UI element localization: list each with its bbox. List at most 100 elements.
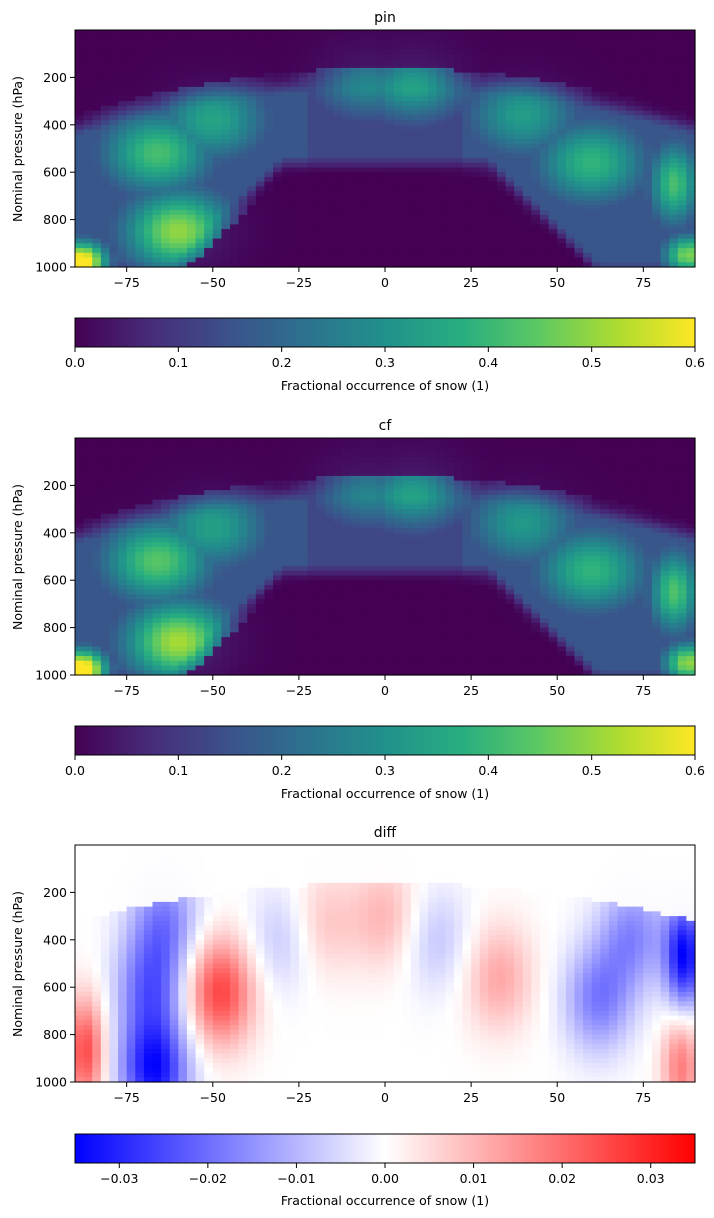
heatmap-cell (161, 105, 171, 112)
heatmap-cell (307, 167, 317, 173)
heatmap-cell (428, 105, 438, 112)
heatmap-cell (651, 129, 662, 135)
heatmap-cell (273, 523, 283, 529)
heatmap-cell (316, 480, 326, 486)
heatmap-cell (471, 86, 481, 93)
heatmap-cell (195, 191, 205, 197)
heatmap-cell (514, 105, 524, 112)
heatmap-cell (247, 509, 257, 515)
heatmap-cell (428, 200, 438, 206)
heatmap-cell (600, 195, 610, 202)
heatmap-cell (393, 172, 403, 178)
heatmap-cell (660, 262, 670, 268)
heatmap-cell (75, 238, 85, 244)
heatmap-cell (255, 224, 266, 230)
heatmap-cell (273, 134, 283, 140)
heatmap-cell (126, 96, 136, 102)
heatmap-cell (634, 195, 644, 202)
heatmap-cell (436, 96, 446, 102)
heatmap-cell (548, 39, 558, 45)
heatmap-cell (212, 523, 222, 529)
heatmap-cell (651, 58, 662, 64)
heatmap-cell (186, 504, 197, 510)
heatmap-cell (350, 82, 360, 88)
heatmap-cell (669, 58, 679, 64)
heatmap-cell (367, 214, 377, 221)
heatmap-cell (290, 91, 300, 97)
heatmap-cell (281, 257, 291, 263)
heatmap-cell (298, 105, 309, 112)
heatmap-cell (600, 96, 610, 102)
heatmap-cell (600, 139, 610, 145)
heatmap-cell (488, 490, 498, 496)
heatmap-cell (669, 475, 679, 482)
heatmap-cell (410, 238, 421, 244)
heatmap-cell (221, 63, 231, 69)
heatmap-cell (281, 34, 291, 41)
heatmap-cell (367, 466, 377, 472)
heatmap-cell (341, 262, 352, 268)
heatmap-cell (118, 105, 128, 112)
heatmap-cell (83, 248, 93, 254)
heatmap-cell (643, 96, 653, 102)
heatmap-cell (608, 148, 619, 154)
heatmap-cell (281, 82, 291, 88)
heatmap-cell (152, 471, 162, 477)
heatmap-cell (479, 162, 489, 169)
heatmap-cell (505, 153, 515, 159)
heatmap-cell (531, 148, 541, 154)
heatmap-cell (264, 129, 274, 135)
heatmap-cell (359, 77, 369, 83)
heatmap-cell (118, 30, 128, 36)
heatmap-cell (341, 504, 352, 510)
heatmap-cell (195, 480, 205, 486)
heatmap-cell (350, 110, 360, 116)
heatmap-cell (367, 67, 377, 74)
heatmap-cell (574, 86, 584, 93)
heatmap-cell (109, 456, 119, 463)
heatmap-cell (212, 181, 222, 188)
heatmap-cell (281, 243, 291, 249)
heatmap-cell (669, 447, 679, 453)
heatmap-cell (230, 452, 240, 458)
heatmap-cell (479, 513, 489, 520)
heatmap-cell (565, 186, 576, 192)
heatmap-cell (350, 442, 360, 449)
heatmap-cell (626, 148, 636, 154)
heatmap-cell (204, 447, 214, 453)
heatmap-cell (186, 252, 197, 259)
heatmap-cell (496, 490, 507, 496)
heatmap-cell (333, 30, 343, 36)
heatmap-cell (290, 523, 300, 529)
heatmap-cell (143, 77, 154, 83)
heatmap-cell (264, 248, 274, 254)
heatmap-cell (462, 490, 472, 496)
heatmap-cell (617, 48, 627, 55)
heatmap-cell (488, 438, 498, 444)
heatmap-cell (333, 229, 343, 235)
heatmap-cell (522, 157, 532, 164)
heatmap-cell (341, 523, 352, 529)
heatmap-cell (92, 77, 102, 83)
heatmap-cell (333, 129, 343, 135)
heatmap-cell (307, 86, 317, 93)
heatmap-cell (428, 219, 438, 225)
heatmap-cell (376, 452, 386, 458)
heatmap-cell (522, 181, 532, 188)
heatmap-cell (161, 134, 171, 140)
heatmap-cell (686, 238, 696, 244)
heatmap-cell (100, 447, 111, 453)
heatmap-cell (540, 490, 550, 496)
heatmap-cell (298, 58, 309, 64)
heatmap-cell (178, 110, 188, 116)
heatmap-cell (316, 176, 326, 183)
heatmap-cell (634, 153, 644, 159)
heatmap-cell (514, 101, 524, 107)
heatmap-cell (565, 205, 576, 211)
heatmap-cell (591, 34, 601, 41)
heatmap-cell (221, 124, 231, 131)
heatmap-cell (307, 219, 317, 225)
heatmap-cell (307, 466, 317, 472)
heatmap-cell (410, 252, 421, 259)
heatmap-cell (677, 67, 687, 74)
